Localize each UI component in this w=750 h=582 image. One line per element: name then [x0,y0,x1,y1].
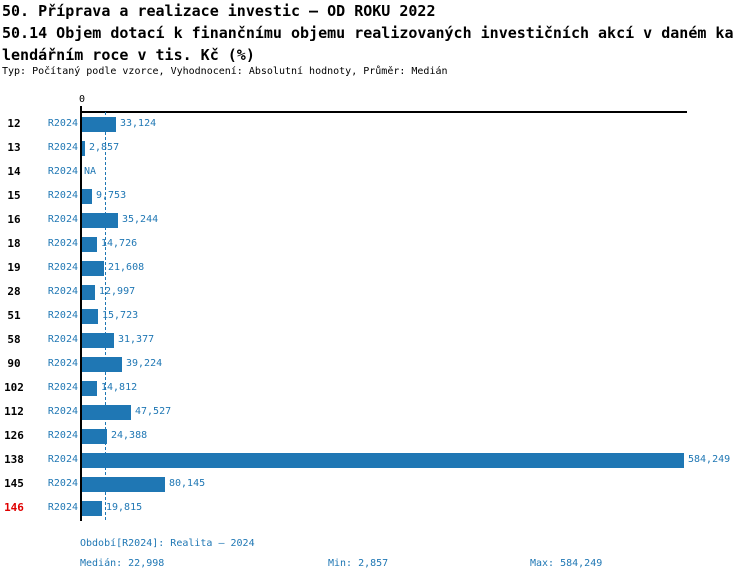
row-id-label: 90 [7,357,21,370]
value-bar [82,333,114,348]
row-period-label: R2024 [47,166,78,177]
bar-value-label: 35,244 [122,214,159,225]
row-period-label: R2024 [47,310,78,321]
chart-row: 14 R2024 NA [0,160,750,184]
row-period-label: R2024 [47,262,78,273]
bar-value-label: 14,812 [101,382,138,393]
bar-value-label: 15,723 [102,310,139,321]
chart-row: 112 R2024 47,527 [0,400,750,424]
bar-value-label: 31,377 [118,334,155,345]
report-meta-line: Typ: Počítaný podle vzorce, Vyhodnocení:… [2,66,448,77]
row-period-label: R2024 [47,286,78,297]
row-period-label: R2024 [47,430,78,441]
bar-value-label: NA [84,166,97,177]
value-bar [82,477,165,492]
bar-value-label: 584,249 [688,454,731,465]
value-bar [82,237,97,252]
bar-value-label: 21,608 [108,262,145,273]
row-id-label: 15 [7,189,21,202]
x-axis-zero-tick-label: 0 [78,94,86,105]
row-period-label: R2024 [47,358,78,369]
footer-period-info: Období[R2024]: Realita – 2024 [80,538,255,549]
row-id-label: 28 [7,285,21,298]
row-period-label: R2024 [47,406,78,417]
footer-median-value: Medián: 22,998 [80,558,165,569]
report-title-line2: 50.14 Objem dotací k finančnímu objemu r… [2,24,734,42]
chart-row: 138 R2024 584,249 [0,448,750,472]
value-bar [82,117,116,132]
value-bar [82,141,85,156]
footer-max-value: Max: 584,249 [530,558,603,569]
chart-row: 90 R2024 39,224 [0,352,750,376]
value-bar [82,501,102,516]
row-period-label: R2024 [47,190,78,201]
value-bar [82,453,684,468]
row-id-label: 146 [4,501,24,514]
bar-value-label: 12,997 [99,286,136,297]
chart-row: 28 R2024 12,997 [0,280,750,304]
row-id-label: 16 [7,213,21,226]
row-period-label: R2024 [47,238,78,249]
chart-row: 16 R2024 35,244 [0,208,750,232]
y-axis-line [80,106,82,521]
value-bar [82,189,92,204]
chart-row: 126 R2024 24,388 [0,424,750,448]
value-bar [82,309,98,324]
row-id-label: 112 [4,405,24,418]
value-bar [82,405,131,420]
row-period-label: R2024 [47,478,78,489]
chart-row: 19 R2024 21,608 [0,256,750,280]
bar-value-label: 9,753 [96,190,127,201]
chart-row: 12 R2024 33,124 [0,112,750,136]
chart-row: 145 R2024 80,145 [0,472,750,496]
row-period-label: R2024 [47,118,78,129]
row-id-label: 58 [7,333,21,346]
bar-value-label: 39,224 [126,358,163,369]
value-bar [82,261,104,276]
row-id-label: 138 [4,453,24,466]
chart-row: 51 R2024 15,723 [0,304,750,328]
row-id-label: 51 [7,309,21,322]
row-period-label: R2024 [47,214,78,225]
row-period-label: R2024 [47,334,78,345]
report-title-line1: 50. Příprava a realizace investic – OD R… [2,2,436,20]
row-id-label: 18 [7,237,21,250]
chart-row: 15 R2024 9,753 [0,184,750,208]
chart-row: 58 R2024 31,377 [0,328,750,352]
row-id-label: 145 [4,477,24,490]
report-title-line3: lendářním roce v tis. Kč (%) [2,46,255,64]
bar-value-label: 47,527 [135,406,172,417]
chart-row: 13 R2024 2,857 [0,136,750,160]
row-period-label: R2024 [47,454,78,465]
x-axis-line [80,111,687,113]
row-id-label: 12 [7,117,21,130]
value-bar [82,357,122,372]
footer-min-value: Min: 2,857 [328,558,389,569]
value-bar [82,213,118,228]
bar-value-label: 80,145 [169,478,206,489]
value-bar [82,381,97,396]
bar-value-label: 19,815 [106,502,143,513]
bar-value-label: 24,388 [111,430,148,441]
row-id-label: 102 [4,381,24,394]
row-id-label: 14 [7,165,21,178]
chart-row: 146 R2024 19,815 [0,496,750,520]
bar-value-label: 2,857 [89,142,120,153]
value-bar [82,429,107,444]
row-id-label: 19 [7,261,21,274]
chart-row: 18 R2024 14,726 [0,232,750,256]
bar-value-label: 14,726 [101,238,138,249]
value-bar [82,285,95,300]
row-period-label: R2024 [47,382,78,393]
row-id-label: 13 [7,141,21,154]
row-period-label: R2024 [47,502,78,513]
row-id-label: 126 [4,429,24,442]
bar-value-label: 33,124 [120,118,157,129]
row-period-label: R2024 [47,142,78,153]
chart-row: 102 R2024 14,812 [0,376,750,400]
median-reference-line [105,112,106,520]
